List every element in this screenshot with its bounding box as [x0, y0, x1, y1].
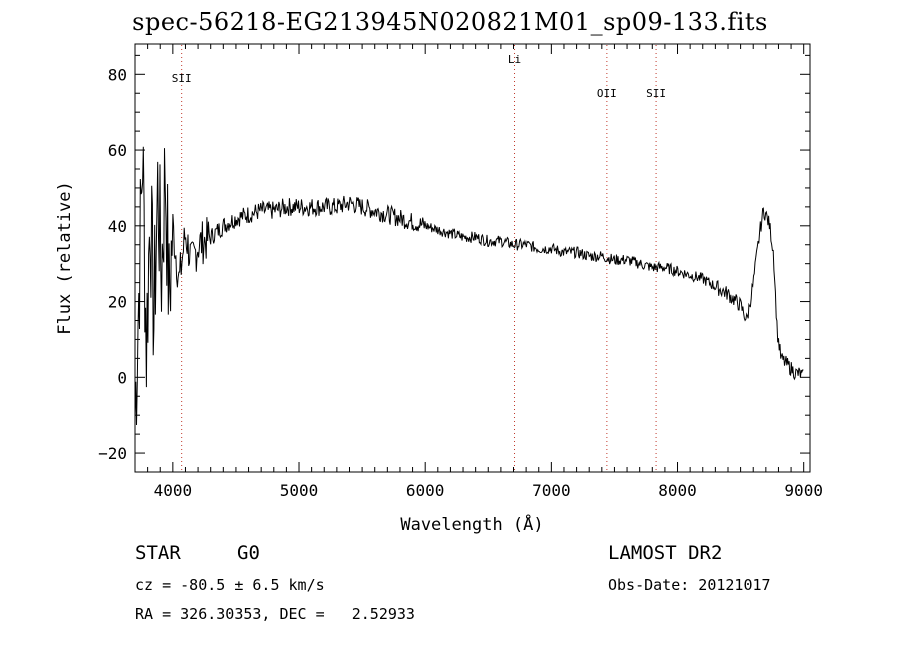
x-tick-label: 9000: [784, 481, 823, 500]
star-subclass: G0: [237, 542, 260, 564]
y-tick-label: 60: [108, 141, 127, 160]
y-tick-label: 0: [117, 368, 127, 387]
x-tick-label: 7000: [532, 481, 571, 500]
y-tick-label: 20: [108, 293, 127, 312]
y-tick-label: 40: [108, 217, 127, 236]
x-axis-label: Wavelength (Å): [400, 513, 543, 535]
spectral-line-label: SII: [646, 87, 666, 100]
plot-frame: [134, 43, 811, 473]
x-tick-label: 5000: [280, 481, 319, 500]
coordinates-text: RA = 326.30353, DEC = 2.52933: [135, 605, 415, 623]
spectral-line-label: Li: [508, 53, 521, 66]
spectral-line-label: OII: [597, 87, 617, 100]
obs-date: Obs-Date: 20121017: [608, 576, 771, 594]
x-tick-label: 8000: [658, 481, 697, 500]
y-tick-label: −20: [98, 444, 127, 463]
chart-title: spec-56218-EG213945N020821M01_sp09-133.f…: [132, 8, 768, 36]
spectral-line-label: SII: [172, 72, 192, 85]
survey-name: LAMOST DR2: [608, 542, 723, 564]
star-class: STAR: [135, 542, 181, 564]
spectral-line-markers: SII Li OII SII: [172, 45, 666, 471]
axis-ticks: 4000 5000 6000 7000 8000 9000 −20 0 20 40 60 80: [98, 44, 823, 500]
y-axis-label: Flux (relative): [55, 181, 75, 335]
x-tick-label: 6000: [406, 481, 445, 500]
redshift-text: cz = -80.5 ± 6.5 km/s: [135, 576, 325, 594]
x-tick-label: 4000: [154, 481, 193, 500]
flux-series-line: [134, 146, 804, 426]
y-tick-label: 80: [108, 65, 127, 84]
